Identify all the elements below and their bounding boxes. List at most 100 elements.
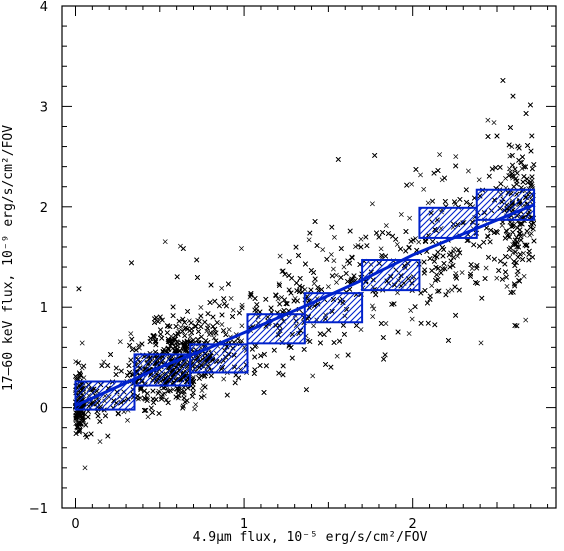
scatter-point (510, 223, 516, 229)
scatter-point (451, 246, 457, 252)
scatter-point (439, 177, 445, 183)
scatter-point (185, 308, 191, 314)
scatter-point (474, 280, 480, 286)
scatter-point (435, 277, 441, 282)
scatter-point (493, 165, 499, 171)
scatter-point (135, 393, 140, 399)
scatter-point (230, 314, 235, 319)
scatter-point (355, 242, 361, 248)
scatter-point (427, 256, 433, 262)
scatter-point (481, 239, 487, 245)
scatter-point (198, 334, 204, 340)
scatter-point (373, 292, 379, 298)
scatter-point (294, 298, 300, 304)
scatter-point (418, 172, 423, 178)
scatter-point (358, 327, 364, 333)
scatter-point (453, 312, 459, 318)
scatter-point (523, 317, 529, 323)
scatter-point (198, 313, 204, 319)
scatter-point (308, 268, 314, 273)
scatter-point (395, 329, 401, 335)
scatter-point (464, 238, 470, 244)
scatter-point (380, 335, 386, 341)
scatter-point (395, 290, 400, 296)
scatter-point (173, 394, 179, 400)
scatter-point (445, 337, 451, 343)
scatter-point (284, 301, 290, 307)
scatter-point (221, 376, 227, 382)
scatter-point (95, 413, 101, 419)
scatter-point (196, 329, 201, 335)
scatter-point (528, 231, 534, 236)
scatter-point (323, 361, 329, 367)
scatter-point (430, 238, 436, 244)
scatter-point (204, 328, 210, 334)
scatter-point (329, 273, 335, 279)
scatter-point (528, 148, 534, 154)
scatter-point (196, 375, 202, 381)
scatter-point (391, 301, 397, 307)
scatter-point (138, 387, 144, 393)
scatter-point (434, 272, 440, 278)
scatter-point (208, 373, 214, 379)
scatter-point (178, 324, 184, 330)
scatter-point (297, 275, 303, 281)
scatter-point (205, 311, 211, 317)
scatter-point (165, 345, 171, 351)
scatter-point (261, 351, 267, 357)
scatter-point (509, 152, 515, 158)
scatter-point (150, 388, 156, 394)
scatter-point (75, 424, 81, 430)
scatter-point (113, 365, 119, 371)
scatter-point (433, 264, 439, 270)
scatter-point (442, 175, 447, 181)
scatter-point (331, 258, 337, 264)
scatter-point (239, 246, 244, 251)
scatter-point (521, 250, 526, 256)
scatter-point (224, 392, 230, 398)
scatter-point (507, 166, 512, 172)
scatter-point (469, 266, 475, 271)
scatter-point (201, 393, 207, 399)
scatter-point (271, 347, 277, 353)
scatter-point (135, 396, 141, 402)
scatter-point (184, 398, 190, 404)
scatter-point (514, 225, 520, 231)
scatter-point (441, 260, 447, 266)
scatter-point (398, 246, 403, 252)
scatter-point (182, 347, 188, 353)
scatter-point (447, 264, 453, 270)
scatter-point (523, 164, 529, 170)
scatter-point (527, 102, 533, 108)
scatter-point (511, 281, 517, 287)
scatter-point (521, 273, 527, 279)
scatter-point (408, 238, 414, 244)
scatter-point (349, 254, 355, 260)
scatter-point (162, 239, 168, 245)
scatter-point (282, 271, 288, 277)
scatter-point (148, 405, 154, 411)
scatter-point (358, 236, 364, 242)
scatter-point (515, 254, 521, 260)
scatter-point (372, 152, 378, 158)
scatter-point (307, 339, 313, 344)
scatter-point (507, 254, 513, 260)
scatter-point (427, 296, 433, 302)
scatter-point (286, 287, 292, 293)
scatter-point (328, 252, 334, 258)
scatter-point (421, 186, 427, 192)
scatter-point (149, 410, 155, 416)
scatter-point (334, 353, 340, 359)
scatter-point (164, 323, 170, 329)
scatter-point (506, 247, 512, 252)
scatter-point (308, 287, 314, 293)
scatter-point (99, 363, 105, 369)
scatter-point (254, 302, 260, 308)
scatter-point (343, 270, 349, 276)
scatter-point (302, 261, 308, 267)
scatter-point (512, 166, 518, 172)
scatter-point (312, 276, 318, 282)
scatter-point (385, 231, 391, 237)
scatter-point (416, 239, 422, 245)
scatter-point (190, 390, 196, 396)
